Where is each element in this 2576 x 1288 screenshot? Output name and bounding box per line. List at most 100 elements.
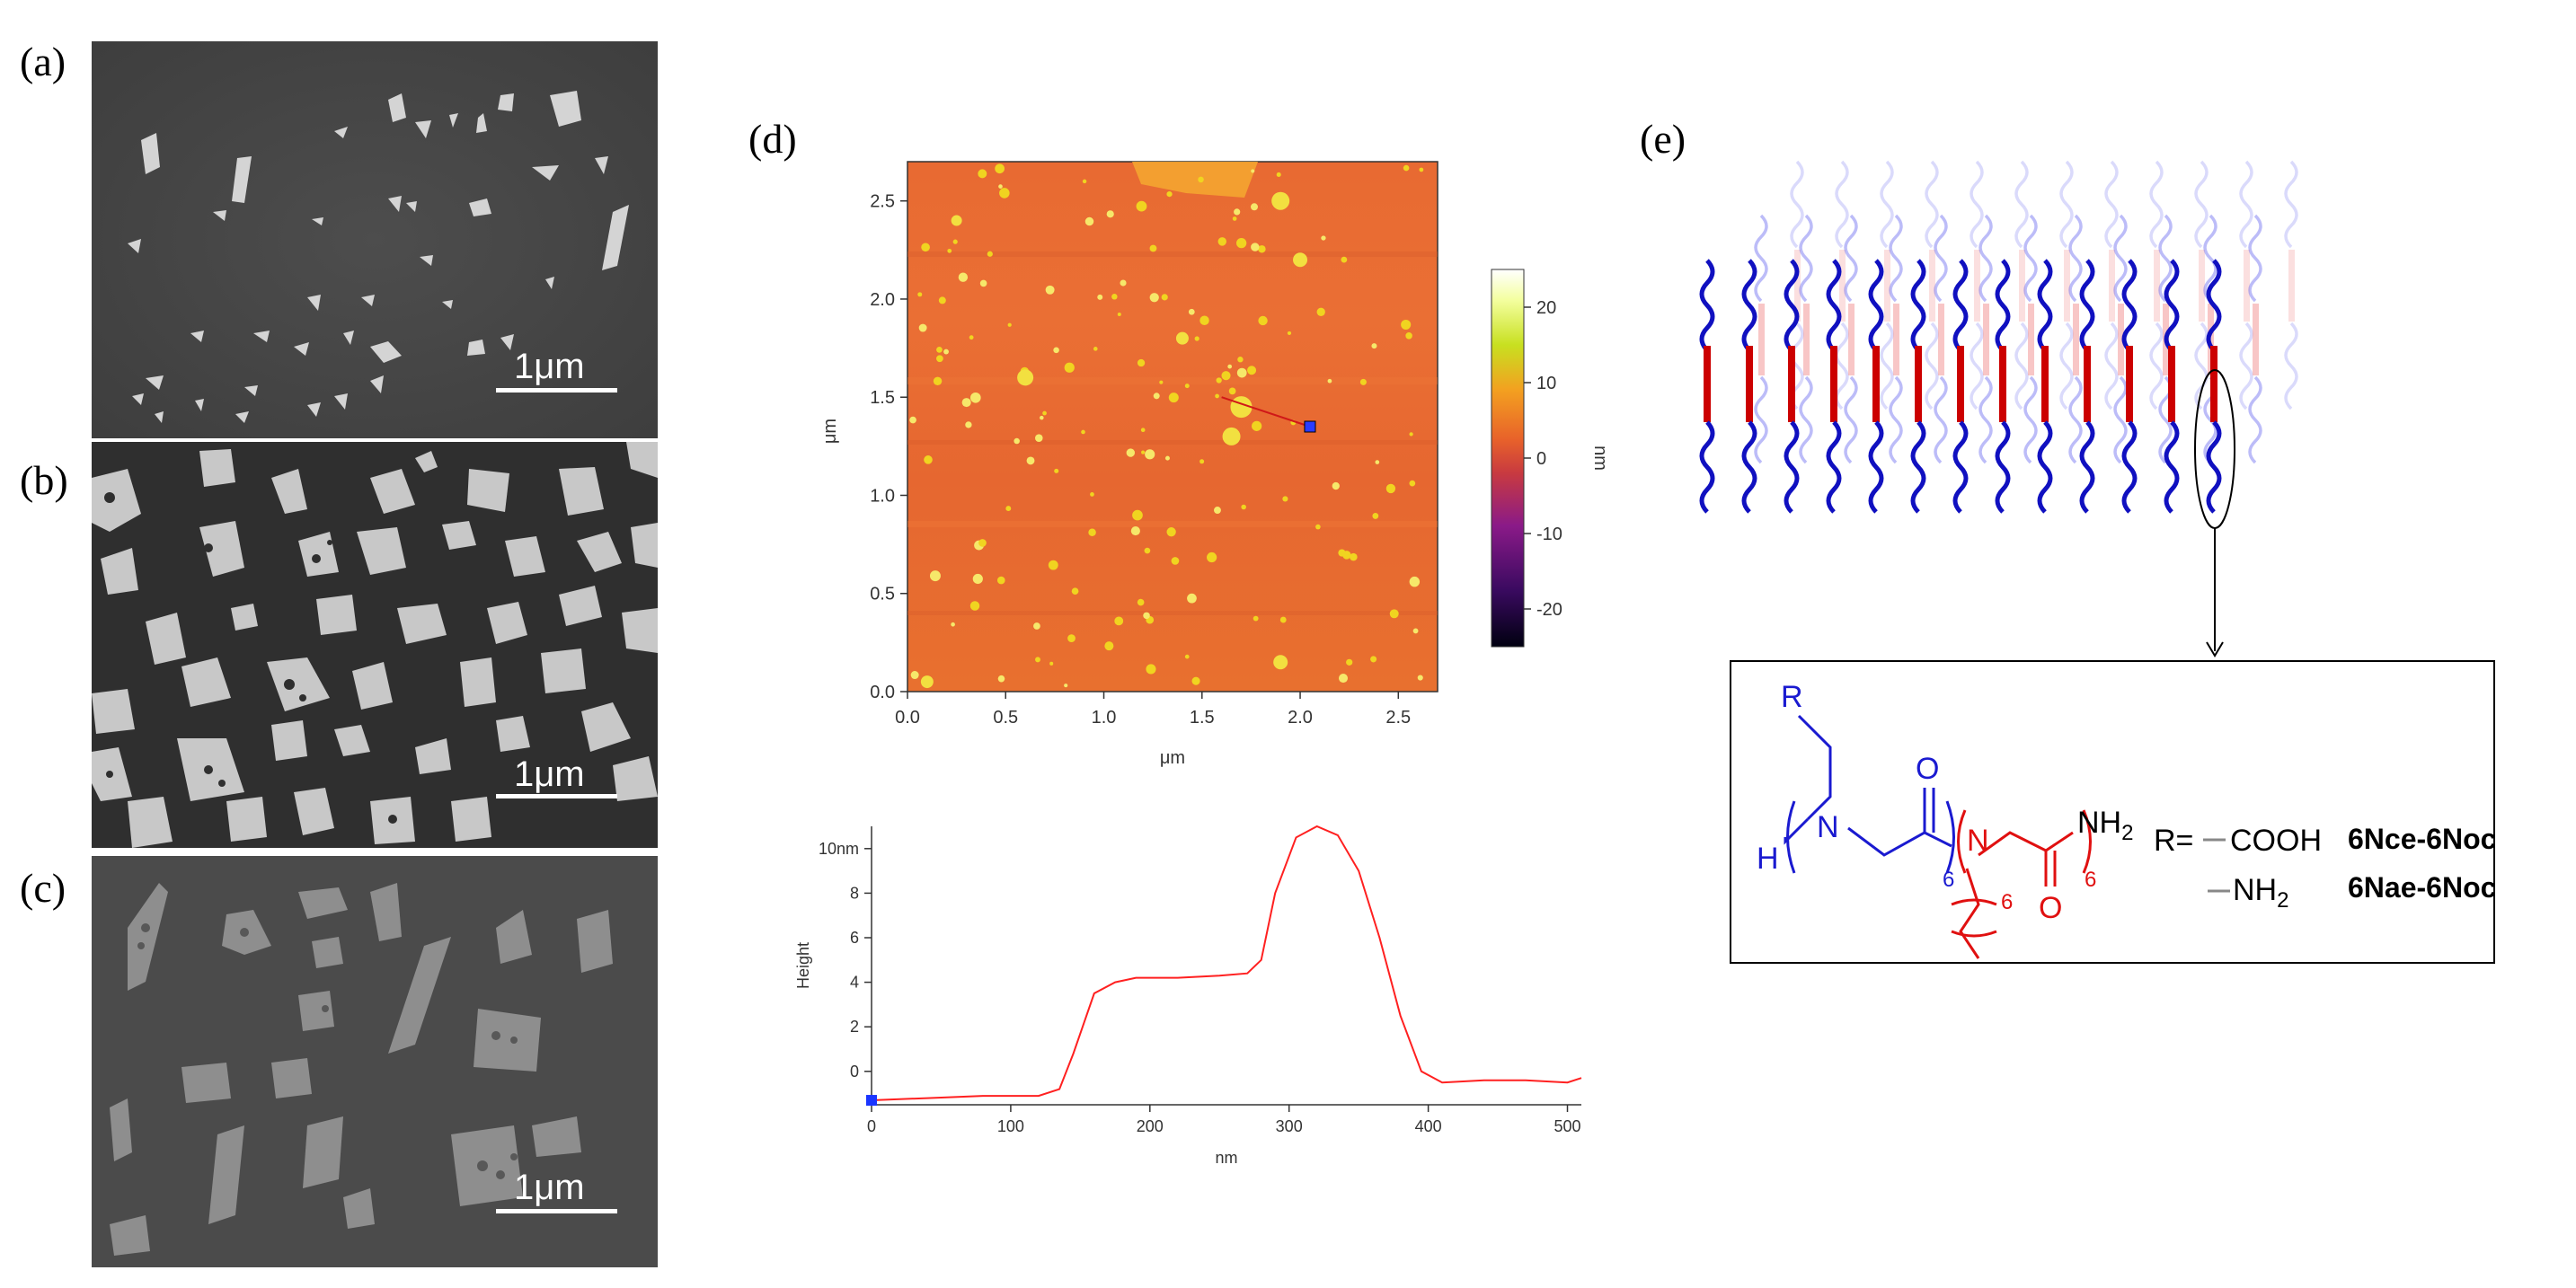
afm-particle bbox=[1166, 190, 1173, 198]
tail-lower bbox=[1784, 420, 1800, 514]
afm-particle bbox=[1234, 208, 1241, 216]
afm-particle bbox=[1166, 527, 1176, 537]
tail-upper bbox=[1826, 259, 1842, 352]
profile-y-tick-label: 0 bbox=[850, 1063, 859, 1081]
afm-particle bbox=[1213, 507, 1221, 514]
afm-particle bbox=[1067, 634, 1076, 643]
tail-lower bbox=[1741, 420, 1757, 514]
back-tail-lower bbox=[2239, 322, 2253, 410]
afm-particle bbox=[1293, 252, 1308, 268]
back-headgroup bbox=[2253, 304, 2259, 375]
afm-x-axis: 0.0 0.5 1.0 1.5 2.0 2.5 bbox=[895, 692, 1411, 728]
afm-particle bbox=[1409, 480, 1416, 487]
tail-upper bbox=[1995, 259, 2011, 352]
afm-particle bbox=[1315, 524, 1321, 530]
back-headgroup bbox=[2199, 250, 2205, 322]
afm-particle bbox=[921, 243, 930, 252]
afm-particle bbox=[1017, 369, 1034, 386]
afm-particle bbox=[1184, 384, 1190, 389]
afm-particle bbox=[1164, 455, 1170, 461]
back-headgroup bbox=[2244, 250, 2250, 322]
profile-y-tick-label: 4 bbox=[850, 974, 859, 992]
afm-particle bbox=[1081, 429, 1085, 435]
tail-lower bbox=[1826, 420, 1842, 514]
afm-particle bbox=[920, 675, 934, 689]
afm-particle bbox=[1141, 450, 1146, 454]
afm-particle bbox=[1198, 176, 1204, 183]
afm-particle bbox=[1227, 364, 1233, 369]
back-tail-upper bbox=[1925, 160, 1939, 249]
profile-x-tick-label: 300 bbox=[1276, 1117, 1303, 1135]
afm-particle bbox=[969, 392, 981, 403]
tail-upper bbox=[2037, 259, 2053, 352]
profile-x-tick-label: 500 bbox=[1554, 1117, 1580, 1135]
afm-particle bbox=[1026, 456, 1035, 465]
back-headgroup bbox=[1848, 304, 1855, 375]
afm-particle bbox=[1389, 609, 1399, 619]
back-tail-upper bbox=[2014, 160, 2029, 249]
afm-particle bbox=[910, 671, 919, 680]
afm-particle bbox=[979, 279, 987, 287]
afm-particle bbox=[1247, 366, 1257, 375]
headgroup bbox=[1746, 346, 1753, 422]
afm-particle bbox=[1175, 331, 1189, 345]
afm-particle bbox=[929, 570, 941, 582]
afm-particle bbox=[1372, 512, 1379, 519]
tail-lower bbox=[1868, 420, 1884, 514]
afm-particle bbox=[1346, 658, 1353, 666]
afm-x-tick-label: 2.5 bbox=[1385, 708, 1411, 728]
sheet-holes-b bbox=[104, 492, 397, 824]
back-headgroup bbox=[1983, 304, 1989, 375]
colorbar-tick-label: -10 bbox=[1536, 525, 1562, 544]
back-tail-upper bbox=[2239, 160, 2253, 249]
profile-y-tick-label: 8 bbox=[850, 884, 859, 902]
colorbar bbox=[1491, 269, 1525, 648]
afm-particle bbox=[1064, 362, 1075, 373]
afm-particle bbox=[951, 215, 962, 226]
afm-particle bbox=[961, 398, 971, 408]
panel-label-c: (c) bbox=[20, 865, 66, 911]
afm-particle bbox=[997, 675, 1005, 683]
colorbar-label: nm bbox=[1590, 446, 1610, 471]
headgroup bbox=[1872, 346, 1880, 422]
colorbar-tick-label: 20 bbox=[1536, 298, 1556, 318]
sem-image-b: 1μm bbox=[92, 442, 658, 848]
terminal-NH2: NH2 bbox=[2077, 806, 2133, 845]
headgroup bbox=[1999, 346, 2006, 422]
atom-R: R bbox=[1781, 680, 1803, 714]
tail-upper bbox=[1952, 259, 1969, 352]
afm-particle bbox=[1228, 387, 1236, 395]
scale-bar-c bbox=[496, 1209, 617, 1213]
compound-name-2: 6Nae-6Noc bbox=[2348, 871, 2493, 904]
afm-particle bbox=[943, 348, 949, 355]
scale-bar-label-a: 1μm bbox=[514, 347, 585, 386]
afm-particle bbox=[1088, 528, 1096, 536]
back-headgroup bbox=[1803, 304, 1810, 375]
afm-particle bbox=[1221, 371, 1231, 381]
afm-particle bbox=[1146, 664, 1156, 675]
back-headgroup bbox=[2019, 250, 2025, 322]
bilayer-schematic bbox=[1699, 160, 2298, 657]
afm-y-tick-label: 0.0 bbox=[870, 683, 895, 702]
afm-particle bbox=[1188, 308, 1195, 315]
afm-particle bbox=[952, 239, 958, 244]
afm-particle bbox=[1033, 622, 1040, 630]
afm-particle bbox=[1409, 432, 1413, 437]
back-tail-lower bbox=[2014, 322, 2029, 410]
afm-particle bbox=[1279, 616, 1287, 623]
option-NH2: NH2 bbox=[2233, 873, 2288, 913]
afm-particle bbox=[1273, 655, 1288, 670]
afm-particle bbox=[965, 421, 972, 428]
molecule-structure-box: R N H O 6 N O 6 6 NH2 R= COOH NH2 6Nce-6… bbox=[1730, 660, 2496, 964]
profile-line bbox=[1221, 396, 1311, 428]
headgroup bbox=[1704, 346, 1711, 422]
afm-particle bbox=[1049, 661, 1054, 666]
back-tail-upper bbox=[1880, 160, 1894, 249]
afm-particle bbox=[1159, 380, 1164, 384]
afm-particle bbox=[1282, 496, 1288, 502]
afm-particle bbox=[1342, 551, 1351, 560]
afm-particle bbox=[1191, 676, 1200, 685]
back-tail-upper bbox=[1790, 160, 1804, 249]
scale-bar-b bbox=[496, 794, 617, 798]
afm-particle bbox=[958, 272, 969, 282]
